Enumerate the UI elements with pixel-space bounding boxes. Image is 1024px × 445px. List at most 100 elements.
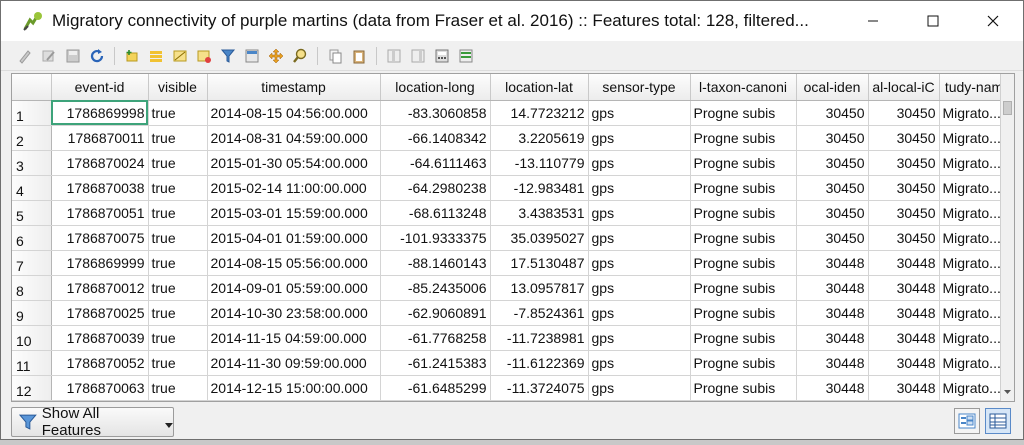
column-header-timestamp[interactable]: timestamp xyxy=(207,74,381,101)
table-row[interactable]: 12 1786870063 true 2014-12-15 15:00:00.000-… xyxy=(12,375,1010,401)
table-cell[interactable]: 1786870011 xyxy=(51,125,149,151)
table-cell[interactable]: 1786870052 xyxy=(51,350,149,376)
table-cell[interactable]: 30448 xyxy=(796,325,869,351)
row-header[interactable]: 3 xyxy=(12,150,52,176)
maximize-button[interactable] xyxy=(903,1,963,41)
table-cell[interactable]: -13.110779 xyxy=(490,150,589,176)
table-cell[interactable]: gps xyxy=(588,275,691,301)
attribute-table-grid[interactable]: event-id visible timestamp location-long… xyxy=(11,73,1015,402)
table-cell[interactable]: 30450 xyxy=(796,200,869,226)
column-header-taxon[interactable]: l-taxon-canoni xyxy=(690,74,797,101)
delete-field-button[interactable] xyxy=(408,46,428,66)
table-cell[interactable]: Progne subis xyxy=(690,150,797,176)
table-cell[interactable]: true xyxy=(148,175,208,201)
table-cell[interactable]: -83.3060858 xyxy=(380,100,491,126)
filter-button[interactable] xyxy=(218,46,238,66)
row-header[interactable]: 5 xyxy=(12,200,52,226)
table-cell[interactable]: 2014-11-30 09:59:00.000 xyxy=(207,350,381,376)
table-cell[interactable]: 1786869998 xyxy=(51,100,149,126)
table-cell[interactable]: 30450 xyxy=(868,225,940,251)
table-cell[interactable]: 30448 xyxy=(868,325,940,351)
table-cell[interactable]: 3.4383531 xyxy=(490,200,589,226)
table-cell[interactable]: Migrato... xyxy=(939,175,1010,201)
table-cell[interactable]: 30448 xyxy=(868,300,940,326)
column-header-location-long[interactable]: location-long xyxy=(380,74,491,101)
table-cell[interactable]: gps xyxy=(588,175,691,201)
table-view-button[interactable] xyxy=(985,408,1011,434)
row-header[interactable]: 9 xyxy=(12,300,52,326)
table-row[interactable]: 11 1786870052 true 2014-11-30 09:59:00.000-… xyxy=(12,350,1010,376)
row-header[interactable]: 10 xyxy=(12,325,52,351)
table-cell[interactable]: Progne subis xyxy=(690,125,797,151)
table-cell[interactable]: Progne subis xyxy=(690,375,797,401)
select-by-expression-button[interactable] xyxy=(170,46,190,66)
table-cell[interactable]: Progne subis xyxy=(690,100,797,126)
row-header[interactable]: 11 xyxy=(12,350,52,376)
table-cell[interactable]: 30448 xyxy=(796,375,869,401)
row-header[interactable]: 7 xyxy=(12,250,52,276)
table-cell[interactable]: Migrato... xyxy=(939,250,1010,276)
table-cell[interactable]: gps xyxy=(588,300,691,326)
save-edits-button[interactable] xyxy=(63,46,83,66)
table-cell[interactable]: 2014-08-15 05:56:00.000 xyxy=(207,250,381,276)
table-cell[interactable]: gps xyxy=(588,250,691,276)
table-cell[interactable]: -12.983481 xyxy=(490,175,589,201)
table-cell[interactable]: 30450 xyxy=(796,175,869,201)
table-cell[interactable]: 2014-08-15 04:56:00.000 xyxy=(207,100,381,126)
table-cell[interactable]: -64.2980238 xyxy=(380,175,491,201)
table-cell[interactable]: 30448 xyxy=(796,250,869,276)
table-row[interactable]: 1 1786869998 true 2014-08-15 04:56:00.000 -8… xyxy=(12,100,1010,126)
table-cell[interactable]: Progne subis xyxy=(690,325,797,351)
table-row[interactable]: 3 1786870024 true 2015-01-30 05:54:00.000 -6… xyxy=(12,150,1010,176)
table-cell[interactable]: 1786870051 xyxy=(51,200,149,226)
table-cell[interactable]: 1786870025 xyxy=(51,300,149,326)
table-cell[interactable]: 2015-01-30 05:54:00.000 xyxy=(207,150,381,176)
table-cell[interactable]: Migrato... xyxy=(939,100,1010,126)
table-row[interactable]: 7 1786869999 true 2014-08-15 05:56:00.000 -8… xyxy=(12,250,1010,276)
table-cell[interactable]: true xyxy=(148,225,208,251)
table-cell[interactable]: -61.7768258 xyxy=(380,325,491,351)
move-selection-top-button[interactable] xyxy=(242,46,262,66)
table-cell[interactable]: -11.7238981 xyxy=(490,325,589,351)
table-cell[interactable]: true xyxy=(148,375,208,401)
column-header-location-lat[interactable]: location-lat xyxy=(490,74,589,101)
table-cell[interactable]: true xyxy=(148,300,208,326)
table-cell[interactable]: 30448 xyxy=(796,350,869,376)
table-cell[interactable]: gps xyxy=(588,125,691,151)
table-cell[interactable]: Progne subis xyxy=(690,200,797,226)
corner-cell[interactable] xyxy=(12,74,52,101)
table-cell[interactable]: Migrato... xyxy=(939,275,1010,301)
row-header[interactable]: 12 xyxy=(12,375,52,401)
table-cell[interactable]: 30448 xyxy=(868,375,940,401)
table-cell[interactable]: -62.9060891 xyxy=(380,300,491,326)
table-cell[interactable]: true xyxy=(148,250,208,276)
table-cell[interactable]: Progne subis xyxy=(690,350,797,376)
table-row[interactable]: 9 1786870025 true 2014-10-30 23:58:00.000 -6… xyxy=(12,300,1010,326)
paste-button[interactable] xyxy=(349,46,369,66)
table-cell[interactable]: 2014-08-31 04:59:00.000 xyxy=(207,125,381,151)
table-row[interactable]: 4 1786870038 true 2015-02-14 11:00:00.000 -6… xyxy=(12,175,1010,201)
new-field-button[interactable] xyxy=(384,46,404,66)
table-cell[interactable]: 1786870063 xyxy=(51,375,149,401)
scrollbar-thumb[interactable] xyxy=(1003,101,1012,115)
table-cell[interactable]: Migrato... xyxy=(939,150,1010,176)
column-header-visible[interactable]: visible xyxy=(148,74,208,101)
select-all-button[interactable] xyxy=(194,46,214,66)
table-cell[interactable]: 1786870012 xyxy=(51,275,149,301)
multi-edit-button[interactable] xyxy=(39,46,59,66)
table-cell[interactable]: gps xyxy=(588,350,691,376)
table-cell[interactable]: true xyxy=(148,150,208,176)
table-cell[interactable]: gps xyxy=(588,100,691,126)
table-cell[interactable]: 1786870075 xyxy=(51,225,149,251)
table-cell[interactable]: -68.6113248 xyxy=(380,200,491,226)
table-row[interactable]: 5 1786870051 true 2015-03-01 15:59:00.000 -6… xyxy=(12,200,1010,226)
table-cell[interactable]: 1786870038 xyxy=(51,175,149,201)
table-cell[interactable]: true xyxy=(148,350,208,376)
table-cell[interactable]: 35.0395027 xyxy=(490,225,589,251)
table-cell[interactable]: -7.8524361 xyxy=(490,300,589,326)
table-cell[interactable]: gps xyxy=(588,150,691,176)
table-cell[interactable]: -11.3724075 xyxy=(490,375,589,401)
table-cell[interactable]: Migrato... xyxy=(939,225,1010,251)
table-cell[interactable]: gps xyxy=(588,325,691,351)
field-calculator-button[interactable] xyxy=(432,46,452,66)
